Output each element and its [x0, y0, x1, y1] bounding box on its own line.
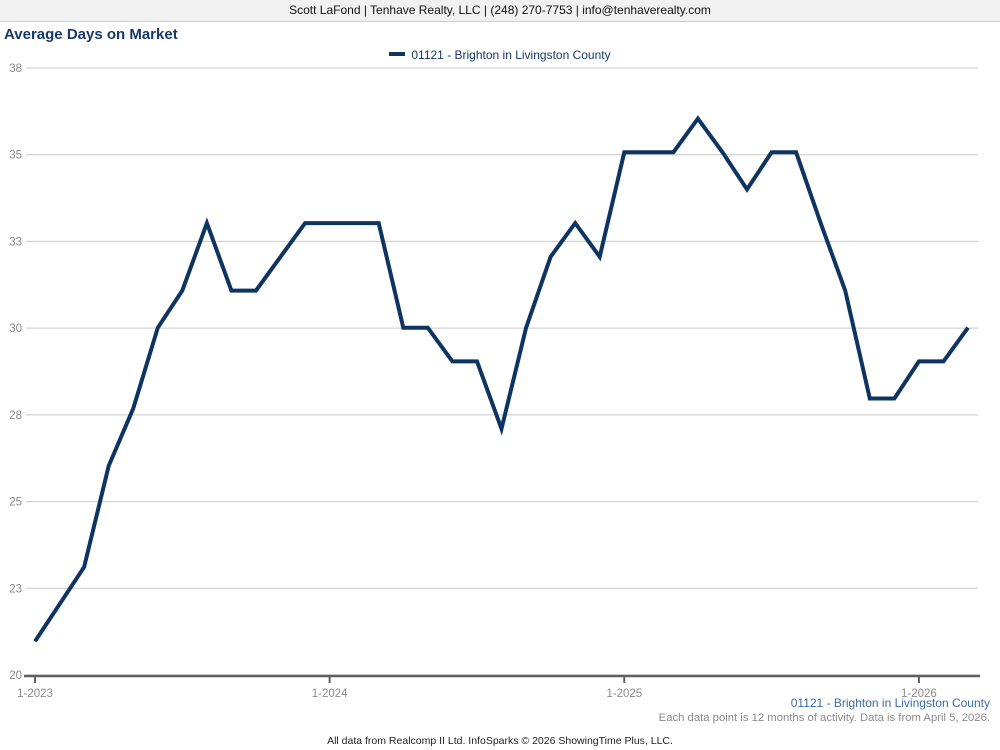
y-axis-label: 30 — [9, 323, 22, 335]
legend-line-swatch — [389, 51, 406, 56]
series-line-brighton — [33, 115, 970, 643]
footer-right: 01121 - Brighton in Livingston County Ea… — [659, 696, 990, 724]
y-axis-label: 33 — [9, 236, 22, 248]
y-axis-label: 38 — [9, 63, 22, 75]
y-axis-label: 23 — [9, 583, 22, 595]
x-axis-label: 1-2026 — [901, 688, 937, 700]
legend: 01121 - Brighton in Livingston County — [0, 47, 1000, 62]
y-axis-label: 25 — [9, 497, 22, 509]
header-contact-text: Scott LaFond | Tenhave Realty, LLC | (24… — [289, 3, 711, 17]
page-title: Average Days on Market — [4, 26, 178, 43]
y-axis-label: 28 — [9, 410, 22, 422]
x-axis-label: 1-2025 — [606, 688, 642, 700]
y-axis-label: 35 — [9, 150, 22, 162]
y-axis-label: 20 — [9, 670, 22, 682]
x-axis-label: 1-2023 — [17, 688, 53, 700]
footer-data-note: Each data point is 12 months of activity… — [658, 712, 990, 724]
legend-label: 01121 - Brighton in Livingston County — [411, 47, 611, 62]
footer-attribution: All data from Realcomp II Ltd. InfoSpark… — [327, 735, 673, 747]
chart-svg: 38 35 33 30 28 25 23 20 1-2023 1-2024 1-2025 1-2026 — [9, 63, 980, 700]
footer-series-label: 01121 - Brighton in Livingston County — [790, 696, 990, 710]
header-bar: Scott LaFond | Tenhave Realty, LLC | (24… — [0, 0, 1000, 22]
x-axis-label: 1-2024 — [312, 688, 348, 700]
